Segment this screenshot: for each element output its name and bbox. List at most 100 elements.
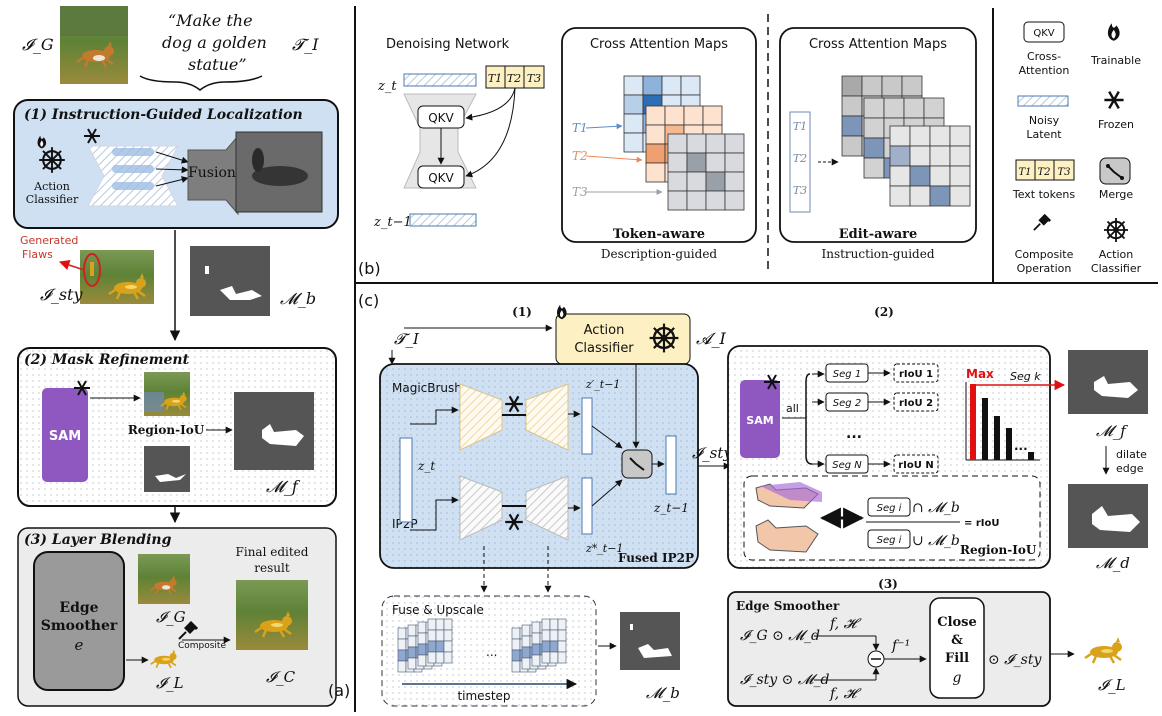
fuse-ellipsis: ... [486,645,497,659]
mf-symbol: 𝓜_f [266,477,301,496]
stack-cell [521,646,531,659]
instruction-guided-label: Instruction-guided [821,247,934,261]
stack-cell [427,640,437,653]
stack-cell [549,618,559,631]
qkv-label-2: QKV [428,171,454,185]
legend-text-tokens-label: Text tokens [1012,188,1076,201]
c-sam-block [740,380,780,458]
attention-cell [863,97,885,119]
label-a: (a) [328,681,350,700]
mask-mb [190,246,270,316]
attention-cell [705,190,726,211]
c-ti-symbol: 𝓣_I [394,330,420,348]
c-edge-smoother-label: Edge Smoother [736,599,840,613]
stack-cell [443,640,453,653]
attention-cell [949,185,971,207]
c-md-symbol: 𝓜_d [1096,554,1130,572]
stack-cell [531,654,541,667]
mask-small [144,446,190,492]
attention-cell [642,75,663,96]
c-all-label: all [786,402,799,415]
attention-cell [686,152,707,173]
seg-ellipsis: ... [846,426,862,442]
stack-cell [427,618,437,631]
attention-cell [702,105,723,126]
attention-cell [863,117,885,139]
stack-cell [417,654,427,667]
attention-cell [909,145,931,167]
stack-cell [435,640,445,653]
stack-cell [511,649,521,662]
ip2p-decoder [525,475,569,541]
edge-smoother-2: Smoother [41,618,118,634]
stack-cell [557,640,567,653]
attention-cell [705,133,726,154]
qkv-label-1: QKV [428,111,454,125]
panel-b: Denoising Network z_t QKV QKV z_t−1 T1 T… [358,27,977,278]
legend-qkv-box [1023,21,1065,43]
fused-ip2p-label: Fused IP2P [618,551,694,565]
finv-label: f⁻¹ [891,638,910,654]
region-iou-label: Region-IoU [128,423,205,437]
attention-cell [623,94,644,115]
segment-image [144,372,190,416]
ai-symbol: 𝓐_I [696,329,726,348]
stack-cell [427,629,437,642]
bar-n [1028,452,1034,460]
col-t1: T1 [793,120,807,133]
ig-symbol: 𝓘_G [22,35,54,54]
attention-cell [909,185,931,207]
attention-cell [841,115,863,137]
stack-cell [435,651,445,664]
stack-cell [407,646,417,659]
final-result-1: Final edited [236,545,309,559]
token-t1: T1 [488,72,502,85]
attention-stack-1 [397,618,453,673]
fh-bottom: f, 𝓗 [829,686,862,702]
attention-cell [661,75,682,96]
attention-cell [623,132,644,153]
attention-cell [680,75,701,96]
panel-c: (c) (1) 𝓣_I Action Classifier 𝓐_I MagicB… [358,291,1148,707]
stack-cell [435,618,445,631]
c-region-iou-label: Region-IoU [960,543,1037,557]
stack-cell [541,640,551,653]
attention-cell [645,143,666,164]
attention-cell [686,171,707,192]
edge-smoother-1: Edge [59,600,98,616]
c-mask-md [1068,484,1148,548]
bar-ellipsis: ... [1014,439,1028,453]
stack-cell [557,629,567,642]
edit-aware-label: Edit-aware [839,227,918,242]
timestep-label: timestep [457,689,510,703]
c-mb-symbol: 𝓜_b [646,684,680,702]
attention-cell [863,137,885,159]
attention-cell [881,75,903,97]
cap-mb: ∩ 𝓜_b [912,500,960,516]
c-zt1-prime: z′_t−1 [585,378,620,391]
stack-cell [511,638,521,651]
attention-cell [667,190,688,211]
il-symbol-a: 𝓘_L [156,674,184,692]
odot-isty: ⊙ 𝓘_sty [988,652,1042,668]
c-classifier-2: Classifier [574,341,634,356]
edge-smoother-block [33,551,125,691]
stack-cell [435,629,445,642]
action-classifier-icon [38,146,66,174]
seg2-label: Seg 2 [833,398,861,409]
attention-cell [724,152,745,173]
c-classifier-1: Action [584,323,625,338]
legend-merge-label: Merge [1099,188,1134,201]
stack-cell [407,624,417,637]
step3-title: (3) Layer Blending [24,532,172,548]
zt1-latent [665,435,677,495]
cup-mb: ∪ 𝓜_b [912,533,960,549]
attention-cell [705,171,726,192]
cam-title-2: Cross Attention Maps [809,37,947,52]
attention-cell [686,133,707,154]
c-zt1-star: z*_t−1 [585,542,623,555]
description-guided-label: Description-guided [601,247,718,261]
text-tokens: T1 T2 T3 [485,65,545,89]
final-composite-image [236,580,308,650]
instruction-line2: dog a golden [162,33,267,52]
